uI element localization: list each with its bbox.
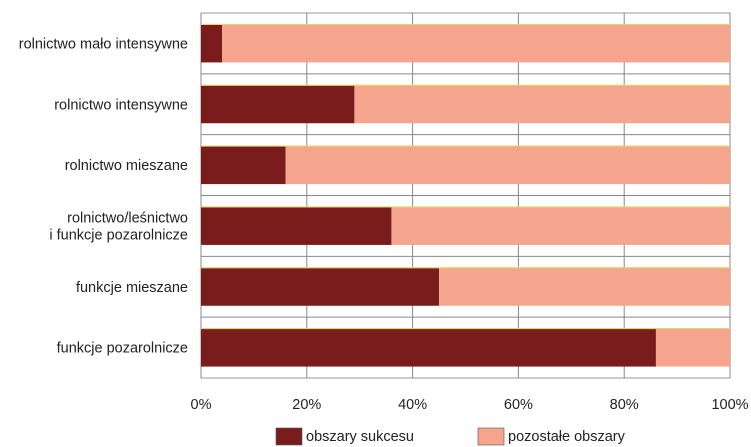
legend-label-series-2: pozostałe obszary (508, 429, 626, 445)
x-tick-label: 0% (191, 397, 212, 413)
bar-series-1 (201, 206, 392, 245)
bar-series-2 (391, 206, 730, 245)
legend: obszary sukcesu pozostałe obszary (275, 427, 626, 446)
bar-series-2 (439, 267, 730, 306)
category-label: i funkcje pozarolnicze (49, 227, 188, 243)
category-label: rolnictwo mieszane (65, 158, 188, 174)
bar-series-1 (201, 328, 656, 367)
bar-series-2 (354, 85, 730, 124)
x-tick-labels: 0% 20% 40% 60% 80% 100% (191, 397, 749, 413)
category-label: rolnictwo/leśnictwo (67, 210, 188, 226)
x-tick-label: 60% (504, 397, 533, 413)
legend-swatch-series-1 (275, 427, 303, 446)
bar-series-1 (201, 24, 223, 63)
category-label: funkcje pozarolnicze (57, 341, 188, 357)
gridlines (200, 13, 731, 378)
legend-label-series-1: obszary sukcesu (306, 429, 414, 445)
category-label: funkcje mieszane (76, 280, 188, 296)
bar-series-2 (222, 24, 730, 63)
x-tick-label: 80% (610, 397, 639, 413)
category-label: rolnictwo intensywne (54, 97, 188, 113)
bar-series-1 (201, 267, 440, 306)
bars (201, 23, 730, 367)
x-tick-label: 20% (292, 397, 321, 413)
x-tick-label: 100% (711, 397, 748, 413)
bar-series-1 (201, 146, 286, 185)
legend-swatch-series-2 (477, 427, 505, 446)
bar-series-1 (201, 85, 355, 124)
category-labels: rolnictwo mało intensywne rolnictwo inten… (19, 36, 188, 356)
bar-series-2 (285, 146, 730, 185)
bar-series-2 (655, 328, 730, 367)
x-tick-label: 40% (398, 397, 427, 413)
category-label: rolnictwo mało intensywne (19, 36, 188, 52)
